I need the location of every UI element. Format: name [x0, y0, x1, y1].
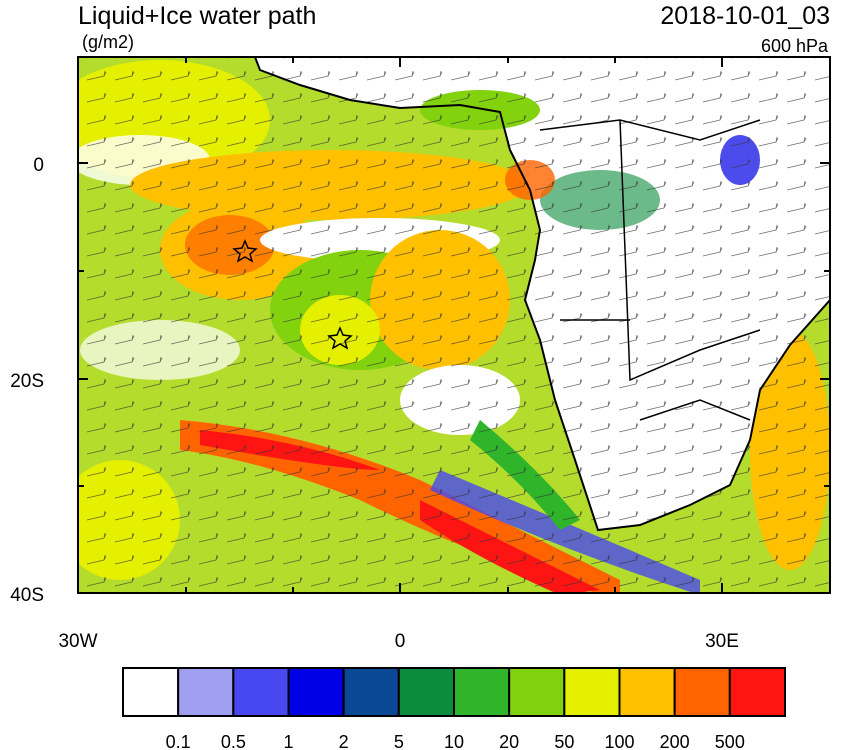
- colorbar-label: 20: [499, 732, 519, 750]
- colorbar-label: 200: [660, 732, 690, 750]
- x-tick-label: 0: [395, 631, 406, 652]
- x-tick-label: 30W: [58, 631, 97, 652]
- colorbar-label: 50: [554, 732, 574, 750]
- time: 2018-10-01_03: [660, 2, 830, 30]
- map-frame: [77, 56, 831, 594]
- colorbar-label: 1: [283, 732, 293, 750]
- colorbar-box: [122, 667, 180, 717]
- colorbar-label: 5: [394, 732, 404, 750]
- colorbar-box: [287, 667, 345, 717]
- colorbar-label: 0.1: [166, 732, 191, 750]
- colorbar-box: [618, 667, 676, 717]
- y-tick-label: 20S: [10, 371, 44, 392]
- y-tick-label: 40S: [10, 585, 44, 606]
- colorbar-box: [563, 667, 621, 717]
- colorbar-box: [728, 667, 786, 717]
- colorbar-box: [177, 667, 235, 717]
- colorbar-label: 2: [339, 732, 349, 750]
- colorbar: 0.1 0.5 1 2 5 10 20 50 100 200 500: [122, 667, 786, 750]
- colorbar-box: [397, 667, 456, 717]
- colorbar-box: [673, 667, 731, 717]
- y-tick-label: 0: [33, 155, 44, 176]
- level: 600 hPa: [761, 36, 829, 56]
- units: (g/m2): [82, 32, 134, 52]
- colorbar-label: 10: [444, 732, 464, 750]
- colorbar-box: [508, 667, 566, 717]
- x-tick-label: 30E: [705, 631, 739, 652]
- colorbar-label: 500: [715, 732, 745, 750]
- colorbar-box: [453, 667, 511, 717]
- colorbar-box: [342, 667, 400, 717]
- colorbar-label: 0.5: [221, 732, 246, 750]
- tick-marks: [77, 57, 830, 593]
- colorbar-label: 100: [604, 732, 634, 750]
- map-field: [78, 57, 830, 593]
- title: Liquid+Ice water path: [78, 2, 316, 30]
- colorbar-box: [232, 667, 290, 717]
